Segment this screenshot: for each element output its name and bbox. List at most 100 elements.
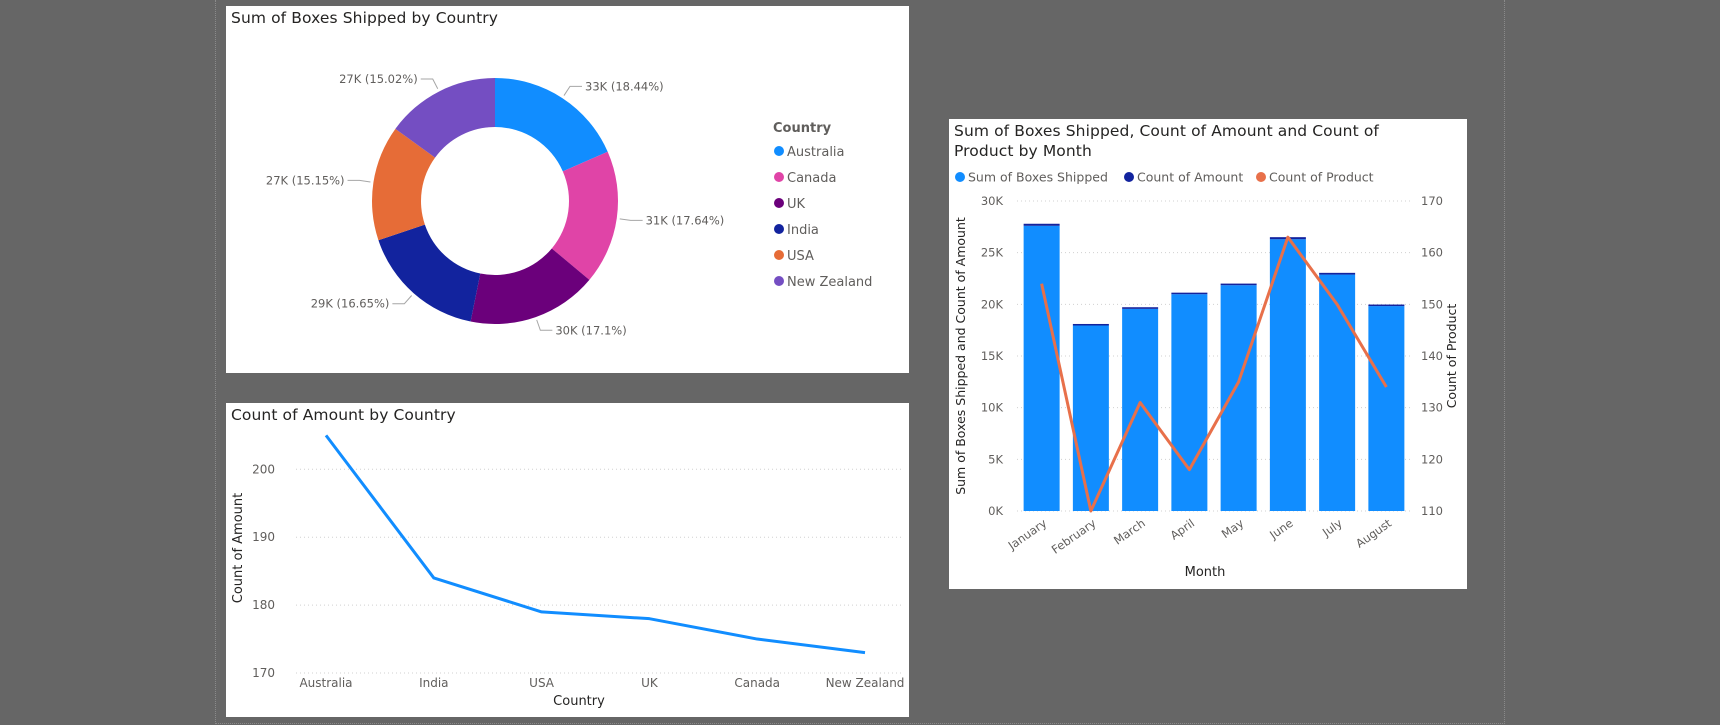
line-chart-visual[interactable]: Count of Amount by Country 170 180 190 200 A… — [226, 403, 909, 717]
bar-boxes-shipped-march — [1122, 308, 1159, 511]
x-tick-label: August — [1353, 516, 1394, 551]
donut-leader-line — [392, 295, 413, 305]
bar-boxes-shipped-july — [1319, 274, 1356, 511]
y-tick-label: 25K — [981, 246, 1004, 260]
donut-leader-line — [347, 179, 371, 183]
donut-leader-line — [563, 85, 583, 96]
bar-boxes-shipped-january — [1023, 225, 1060, 512]
bar-boxes-shipped-april — [1171, 294, 1208, 511]
bar-boxes-shipped-may — [1220, 285, 1257, 511]
donut-data-label: 27K (15.02%) — [339, 72, 418, 86]
legend-marker-new-zealand — [774, 276, 784, 286]
y-tick-label: 190 — [252, 530, 275, 544]
combo-chart-svg: Sum of Boxes Shipped Count of Amount Count… — [953, 170, 1459, 581]
legend-item-count-of-product: Count of Product — [1269, 170, 1374, 185]
y2-tick-label: 110 — [1421, 504, 1443, 518]
combo-chart-title-line: Product by Month — [954, 142, 1092, 160]
legend-marker-usa — [774, 250, 784, 260]
bar-count-of-amount-april — [1171, 292, 1208, 295]
donut-leader-line — [536, 319, 553, 331]
line-series-count-of-amount — [324, 434, 866, 655]
y2-tick-label: 170 — [1421, 194, 1443, 208]
legend-item-uk: UK — [787, 197, 806, 212]
donut-data-label: 30K (17.1%) — [555, 323, 626, 337]
y-tick-label: 5K — [988, 452, 1003, 466]
bar-count-of-amount-march — [1122, 307, 1159, 309]
combo-chart-title-line: Sum of Boxes Shipped, Count of Amount an… — [954, 122, 1379, 140]
combo-chart-visual[interactable]: Sum of Boxes Shipped, Count of Amount an… — [949, 119, 1467, 589]
donut-chart-svg: 33K (18.44%) 31K (17.64%) 30K (17.1%) 29K (… — [266, 72, 873, 337]
legend-item-new-zealand: New Zealand — [787, 275, 872, 290]
y2-tick-label: 140 — [1421, 349, 1443, 363]
legend-item-usa: USA — [787, 249, 814, 264]
x-axis-title: Country — [553, 694, 605, 709]
x-tick-label: Australia — [299, 676, 352, 690]
donut-slice-new-zealand — [395, 78, 495, 158]
y-tick-label: 20K — [981, 297, 1004, 311]
x-tick-label: USA — [529, 676, 555, 690]
x-tick-label: June — [1266, 516, 1295, 542]
donut-leader-line — [420, 78, 439, 89]
bar-boxes-shipped-february — [1072, 325, 1109, 511]
bar-count-of-amount-august — [1368, 304, 1405, 307]
line-chart-svg: 170 180 190 200 Australia India USA UK Canada New… — [231, 434, 905, 709]
legend-marker-australia — [774, 146, 784, 156]
legend-marker-sum-of-boxes-shipped — [955, 172, 965, 182]
legend-marker-count-of-product — [1256, 172, 1266, 182]
legend-marker-uk — [774, 198, 784, 208]
legend-item-sum-of-boxes-shipped: Sum of Boxes Shipped — [968, 170, 1108, 185]
donut-leader-line — [619, 218, 643, 221]
donut-slice-canada — [551, 151, 618, 280]
bar-count-of-amount-may — [1220, 283, 1257, 286]
y-tick-label: 15K — [981, 349, 1004, 363]
x-tick-label: Canada — [734, 676, 780, 690]
bar-count-of-amount-february — [1072, 323, 1109, 326]
bar-count-of-amount-january — [1023, 223, 1060, 226]
x-tick-label: April — [1168, 516, 1198, 543]
report-canvas — [215, 0, 1505, 724]
bar-boxes-shipped-june — [1269, 239, 1306, 511]
y-tick-label: 170 — [252, 666, 275, 680]
y-tick-label: 10K — [981, 401, 1004, 415]
donut-data-label: 33K (18.44%) — [585, 79, 664, 93]
x-tick-label: February — [1049, 516, 1099, 557]
x-tick-label: January — [1005, 516, 1050, 553]
y2-tick-label: 150 — [1421, 297, 1443, 311]
donut-chart-visual[interactable]: Sum of Boxes Shipped by Country 33K (18.… — [226, 6, 909, 373]
line-chart-title: Count of Amount by Country — [231, 406, 456, 424]
y-axis-title: Sum of Boxes Shipped and Count of Amount — [953, 217, 968, 495]
x-tick-label: May — [1219, 516, 1247, 541]
line-series-count-of-product — [1040, 235, 1388, 513]
y2-axis-title: Count of Product — [1444, 304, 1459, 409]
donut-slice-uk — [470, 248, 590, 324]
y-tick-label: 0K — [988, 504, 1003, 518]
legend-marker-canada — [774, 172, 784, 182]
legend-item-india: India — [787, 223, 819, 238]
y-tick-label: 180 — [252, 598, 275, 612]
x-tick-label: UK — [641, 676, 659, 690]
donut-data-label: 29K (16.65%) — [311, 297, 390, 311]
y2-tick-label: 160 — [1421, 246, 1443, 260]
bar-boxes-shipped-august — [1368, 306, 1405, 511]
x-tick-label: March — [1111, 516, 1148, 548]
donut-data-label: 31K (17.64%) — [646, 213, 725, 227]
y2-tick-label: 120 — [1421, 452, 1443, 466]
donut-slice-usa — [372, 128, 436, 241]
legend-item-count-of-amount: Count of Amount — [1137, 170, 1243, 185]
donut-chart-title: Sum of Boxes Shipped by Country — [231, 9, 498, 27]
legend-title: Country — [773, 121, 832, 136]
y-tick-label: 200 — [252, 462, 275, 476]
legend-marker-count-of-amount — [1124, 172, 1134, 182]
x-tick-label: July — [1319, 516, 1345, 540]
combo-chart-title: Sum of Boxes Shipped, Count of Amount an… — [954, 121, 1459, 161]
bar-count-of-amount-july — [1319, 272, 1356, 275]
x-tick-label: India — [419, 676, 448, 690]
y2-tick-label: 130 — [1421, 401, 1443, 415]
y-tick-label: 30K — [981, 194, 1004, 208]
legend-marker-india — [774, 224, 784, 234]
donut-slice-india — [378, 224, 481, 322]
x-tick-label: New Zealand — [826, 676, 905, 690]
y-axis-title: Count of Amount — [231, 493, 246, 604]
donut-data-label: 27K (15.15%) — [266, 173, 345, 187]
donut-slice-australia — [495, 78, 608, 172]
